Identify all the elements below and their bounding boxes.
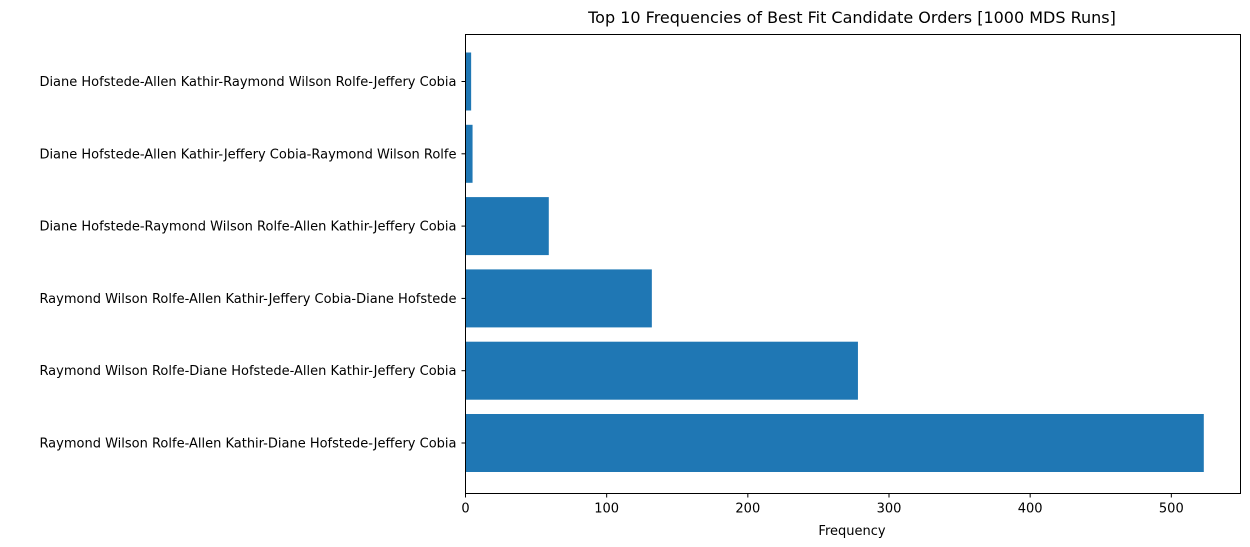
category-labels: Raymond Wilson Rolfe-Allen Kathir-Diane … xyxy=(39,75,466,452)
category-label: Diane Hofstede-Allen Kathir-Jeffery Cobi… xyxy=(39,147,456,162)
x-tick-label: 500 xyxy=(1159,502,1184,517)
x-tick-label: 200 xyxy=(735,502,760,517)
plot-frame xyxy=(465,34,1241,494)
x-tick-label: 0 xyxy=(461,502,469,517)
x-tick-label: 400 xyxy=(1018,502,1043,517)
category-label: Raymond Wilson Rolfe-Diane Hofstede-Alle… xyxy=(39,364,456,379)
x-axis-label: Frequency xyxy=(818,524,885,539)
chart-title: Top 10 Frequencies of Best Fit Candidate… xyxy=(587,8,1116,27)
bar xyxy=(465,124,473,183)
category-label: Diane Hofstede-Allen Kathir-Raymond Wils… xyxy=(39,75,456,90)
bar xyxy=(465,414,1204,472)
bar xyxy=(465,269,652,328)
bars-group xyxy=(465,52,1204,472)
bar xyxy=(465,52,472,111)
category-label: Raymond Wilson Rolfe-Allen Kathir-Jeffer… xyxy=(39,292,456,307)
x-axis-ticks: 0 100 200 300 400 500 xyxy=(461,493,1184,517)
x-tick-label: 100 xyxy=(594,502,619,517)
bar xyxy=(465,341,858,400)
bar xyxy=(465,197,549,256)
x-tick-label: 300 xyxy=(877,502,902,517)
category-label: Raymond Wilson Rolfe-Allen Kathir-Diane … xyxy=(39,437,456,452)
category-label: Diane Hofstede-Raymond Wilson Rolfe-Alle… xyxy=(39,220,456,235)
